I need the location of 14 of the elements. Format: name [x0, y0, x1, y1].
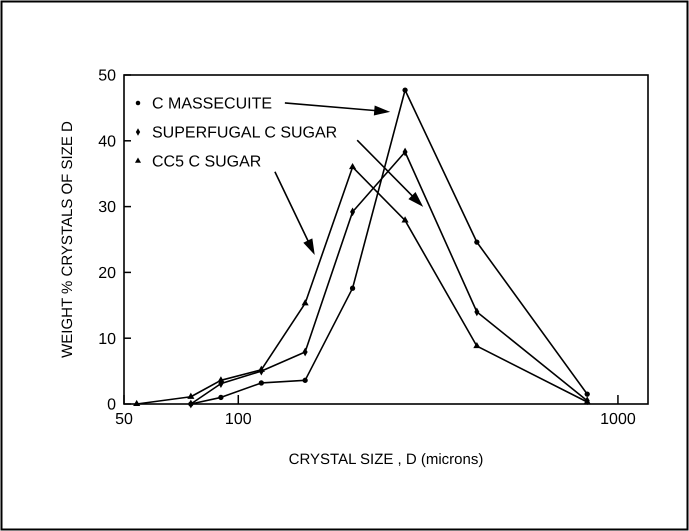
legend-label: C MASSECUITE — [152, 96, 272, 113]
y-axis-title: WEIGHT % CRYSTALS OF SIZE D — [59, 120, 76, 358]
legend-label: SUPERFUGAL C SUGAR — [152, 124, 338, 142]
y-tick-label: 50 — [98, 68, 116, 85]
x-tick-label: 1000 — [600, 411, 636, 428]
y-tick-label: 30 — [98, 199, 116, 216]
x-tick-label: 100 — [224, 411, 252, 428]
y-tick-label: 40 — [98, 133, 116, 150]
y-tick-label: 10 — [98, 330, 116, 348]
x-tick-label: 50 — [115, 411, 133, 428]
legend-label: CC5 C SUGAR — [152, 154, 262, 171]
y-tick-label: 0 — [107, 396, 116, 414]
y-tick-label: 20 — [98, 265, 116, 282]
x-axis-title: CRYSTAL SIZE , D (microns) — [288, 451, 484, 468]
